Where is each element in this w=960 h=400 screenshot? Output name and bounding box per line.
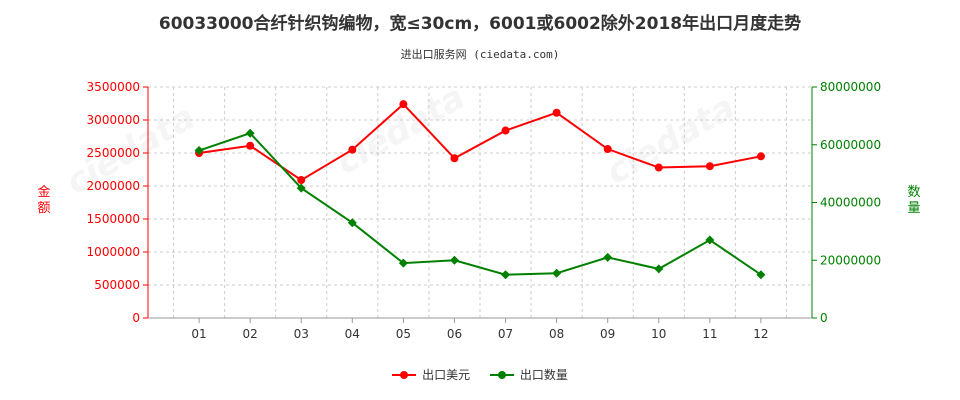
data-point-usd (756, 152, 765, 161)
grid (148, 86, 812, 319)
y-left-tick-label: 1500000 (87, 212, 140, 226)
data-point-usd (603, 145, 612, 154)
data-point-quantity (194, 146, 204, 156)
chart-title: 60033000合纤针织钩编物，宽≤30cm，6001或6002除外2018年出… (158, 14, 802, 34)
x-tick-label: 09 (600, 327, 615, 341)
y-left-tick-label: 2500000 (87, 146, 140, 160)
data-point-quantity (296, 183, 306, 193)
y-right-tick-label: 20000000 (820, 253, 881, 267)
legend-swatch-quantity (489, 370, 514, 380)
x-tick-label: 06 (447, 327, 462, 341)
y-right-tick-label: 60000000 (820, 138, 881, 152)
data-point-quantity (603, 252, 613, 262)
data-point-usd (246, 141, 255, 150)
data-point-quantity (501, 270, 511, 280)
y-right-tick-label: 40000000 (820, 196, 881, 210)
data-point-usd (399, 100, 408, 109)
axes: 0 500000 1000000 1500000 2000000 2500000 30000… (87, 80, 882, 341)
data-point-usd (348, 145, 357, 154)
y-left-tick-label: 1000000 (87, 245, 140, 259)
x-tick-label: 03 (294, 327, 309, 341)
x-tick-label: 11 (702, 327, 717, 341)
data-point-quantity (654, 264, 664, 274)
data-point-usd (501, 126, 510, 135)
legend-label-quantity: 出口数量 (519, 368, 568, 382)
x-tick-label: 08 (549, 327, 564, 341)
legend: 出口美元 出口数量 (0, 366, 960, 383)
x-tick-label: 12 (753, 327, 768, 341)
x-tick-label: 10 (651, 327, 666, 341)
x-tick-label: 02 (243, 327, 258, 341)
data-point-usd (705, 162, 714, 171)
x-tick-label: 01 (191, 327, 206, 341)
data-point-quantity (245, 128, 255, 138)
data-point-usd (654, 163, 663, 172)
data-point-quantity (552, 268, 562, 278)
series (194, 100, 766, 280)
chart-subtitle: 进出口服务网 (ciedata.com) (400, 48, 560, 61)
y-axis-left-label: 金额 (37, 185, 51, 216)
legend-item-usd[interactable]: 出口美元 (392, 366, 470, 383)
data-point-quantity (347, 218, 357, 228)
y-axis-right-label: 数量 (907, 185, 921, 216)
y-left-tick-label: 3000000 (87, 113, 140, 127)
y-left-tick-label: 500000 (94, 278, 140, 292)
y-left-tick-label: 0 (132, 311, 140, 325)
x-tick-label: 05 (396, 327, 411, 341)
x-tick-label: 04 (345, 327, 360, 341)
data-point-quantity (449, 255, 459, 265)
legend-label-usd: 出口美元 (422, 368, 471, 382)
y-right-tick-label: 80000000 (820, 80, 881, 94)
legend-swatch-usd (392, 370, 417, 380)
data-point-quantity (398, 258, 408, 268)
data-point-usd (297, 176, 306, 185)
y-right-tick-label: 0 (820, 311, 828, 325)
x-tick-label: 07 (498, 327, 513, 341)
y-left-tick-label: 3500000 (87, 80, 140, 94)
legend-item-quantity[interactable]: 出口数量 (489, 366, 568, 383)
y-left-tick-label: 2000000 (87, 179, 140, 193)
data-point-quantity (705, 235, 715, 245)
series-line-1 (198, 132, 762, 276)
series-line-0 (198, 102, 762, 182)
data-point-quantity (756, 270, 766, 280)
data-point-usd (450, 154, 459, 163)
data-point-usd (552, 108, 561, 117)
